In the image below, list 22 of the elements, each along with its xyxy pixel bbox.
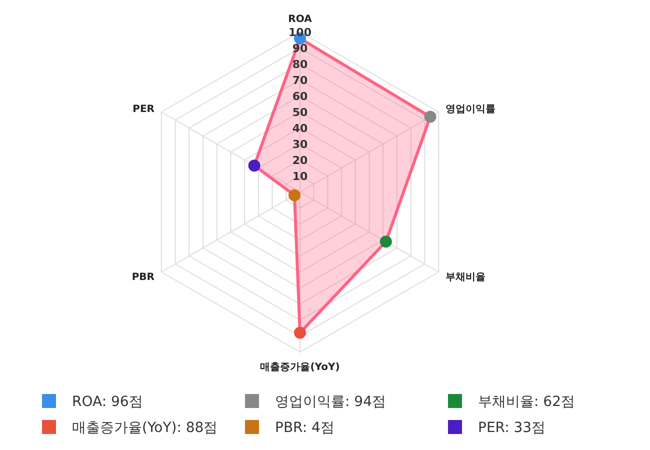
spoke-label: 부채비율 [445,272,486,283]
text: PBR: 4점 [275,420,334,436]
y-tick-label: 10 [292,170,308,183]
text: ROA: 96점 [72,394,143,410]
y-tick-label: 60 [292,90,308,103]
text: PER: 33점 [478,420,546,436]
text: 영업이익률: 94점 [275,394,386,410]
y-tick-label: 80 [292,58,308,71]
spoke-label: 영업이익률 [445,104,496,115]
text: 부채비율: 62점 [478,394,575,410]
y-tick-label: 20 [292,154,308,167]
y-tick-label: 50 [292,106,308,119]
spoke-label: PBR [132,272,155,283]
y-tick-label: 90 [292,42,308,55]
spoke-label: 매출증가율(YoY) [260,362,340,373]
spoke-label: ROA [288,14,312,25]
text: 매출증가율(YoY): 88점 [72,420,218,436]
spoke-label: PER [132,104,155,115]
y-tick-label: 30 [292,138,308,151]
y-tick-label: 70 [292,74,308,87]
y-tick-label: 40 [292,122,308,135]
y-tick-label: 100 [288,26,312,39]
